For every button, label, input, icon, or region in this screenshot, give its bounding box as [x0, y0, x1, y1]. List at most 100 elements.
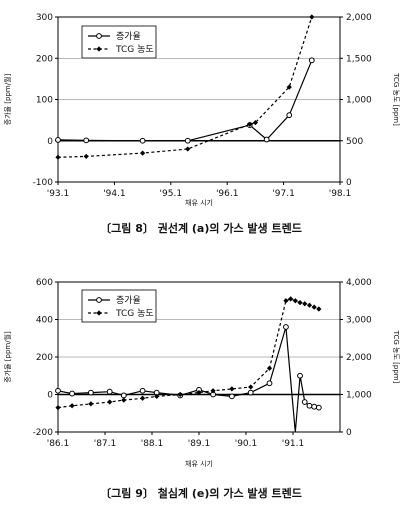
data-point-tcg	[88, 401, 94, 407]
data-point-tcg	[83, 153, 89, 160]
data-point-rate	[69, 390, 75, 397]
y-right-axis-label: TCG 농도 [ppm]	[392, 330, 400, 384]
data-point-tcg	[311, 304, 317, 310]
data-point-rate	[263, 136, 270, 143]
y-right-tick-label: 0	[346, 428, 352, 438]
data-point-tcg	[177, 391, 183, 398]
x-tick-label: '88.1	[141, 439, 164, 449]
y-left-tick-label: 200	[36, 353, 53, 363]
y-right-tick-label: 2,000	[346, 353, 372, 363]
data-point-tcg	[55, 154, 61, 160]
data-point-rate	[229, 393, 235, 400]
x-tick-label: '94.1	[103, 189, 126, 199]
data-point-rate	[247, 389, 254, 396]
y-right-tick-label: 1,000	[346, 391, 372, 401]
data-point-tcg	[229, 386, 235, 392]
legend-box	[81, 25, 157, 59]
data-point-rate	[83, 137, 90, 144]
data-point-tcg	[55, 405, 61, 411]
data-point-tcg	[154, 393, 160, 399]
data-point-rate	[55, 137, 61, 143]
y-right-tick-label: 0	[346, 178, 352, 188]
data-point-rate	[184, 137, 191, 144]
y-left-tick-label: -100	[33, 178, 54, 188]
y-left-tick-label: 0	[47, 391, 53, 401]
data-point-rate	[106, 388, 113, 395]
y-right-tick-label: 3,000	[346, 316, 372, 326]
x-axis-label: 채유 시기	[185, 198, 213, 207]
data-point-rate	[120, 392, 127, 399]
series-line-rate	[57, 326, 319, 433]
data-point-rate	[88, 389, 94, 396]
data-point-tcg	[292, 298, 298, 304]
legend-label-rate: 증가율	[116, 295, 141, 306]
data-point-tcg	[196, 390, 202, 396]
y-right-axis-label: TCG 농도 [ppm]	[392, 72, 400, 126]
legend-box	[81, 289, 157, 323]
y-left-axis-label: 증가율 [ppm/월]	[3, 331, 12, 383]
y-left-tick-label: 0	[47, 137, 53, 147]
x-tick-label: '95.1	[160, 189, 183, 199]
x-tick-label: '90.1	[235, 439, 258, 449]
data-point-tcg	[252, 120, 258, 126]
data-point-tcg	[185, 146, 191, 152]
data-point-tcg	[286, 84, 292, 90]
y-left-tick-label: 100	[36, 96, 53, 106]
data-point-tcg	[288, 296, 294, 302]
data-point-rate	[55, 387, 61, 394]
y-left-tick-label: 400	[36, 316, 53, 326]
data-point-rate	[266, 380, 273, 387]
data-point-tcg	[283, 298, 289, 304]
y-right-tick-label: 1,500	[346, 54, 372, 64]
data-point-tcg	[248, 384, 254, 390]
x-tick-label: '87.1	[94, 439, 117, 449]
y-right-tick-label: 1,000	[346, 96, 372, 106]
y-left-tick-label: -200	[33, 428, 54, 438]
x-tick-label: '98.1	[329, 189, 352, 199]
legend-label-rate: 증가율	[116, 31, 141, 42]
data-point-tcg	[306, 302, 313, 308]
x-axis-label: 채유 시기	[185, 459, 213, 468]
data-point-tcg	[121, 397, 127, 403]
x-tick-label: '86.1	[47, 439, 70, 449]
x-tick-label: '97.1	[272, 189, 295, 199]
data-point-rate	[315, 404, 322, 411]
series-line-rate	[57, 60, 313, 142]
series-line-tcg	[57, 16, 313, 158]
legend-label-tcg: TCG 농도	[115, 44, 154, 55]
data-point-tcg	[210, 388, 216, 394]
data-point-rate	[311, 403, 318, 410]
data-point-rate	[283, 324, 289, 330]
y-left-axis-label: 증가율 [ppm/월]	[3, 73, 12, 125]
y-right-tick-label: 4,000	[346, 278, 372, 288]
x-tick-label: '89.1	[188, 439, 211, 449]
data-point-tcg	[309, 14, 315, 20]
data-point-rate	[306, 402, 313, 409]
data-point-rate	[308, 57, 315, 64]
data-point-tcg	[140, 395, 146, 401]
x-tick-label: '96.1	[216, 189, 239, 199]
x-tick-label: '93.1	[47, 189, 70, 199]
y-right-tick-label: 500	[346, 137, 363, 147]
y-left-tick-label: 200	[36, 54, 53, 64]
legend-label-tcg: TCG 농도	[115, 308, 154, 319]
figure-caption: 〔그림 9〕 철심계 (e)의 가스 발생 트렌드	[100, 486, 302, 500]
y-left-tick-label: 300	[36, 13, 53, 23]
legend-marker-rate	[96, 33, 102, 39]
data-point-tcg	[107, 399, 113, 405]
x-tick-label: '91.1	[282, 439, 305, 449]
legend-marker-tcg	[96, 310, 102, 316]
data-point-tcg	[297, 300, 303, 306]
data-point-rate	[286, 112, 293, 119]
figure-caption: 〔그림 8〕 권선계 (a)의 가스 발생 트렌드	[100, 221, 302, 235]
data-point-tcg	[302, 301, 308, 307]
data-point-tcg	[247, 121, 253, 127]
data-point-rate	[297, 372, 303, 379]
data-point-tcg	[69, 403, 75, 409]
data-point-tcg	[316, 306, 322, 312]
data-point-rate	[301, 399, 308, 405]
data-point-tcg	[266, 365, 273, 371]
data-point-rate	[139, 137, 146, 144]
data-point-rate	[139, 387, 146, 394]
